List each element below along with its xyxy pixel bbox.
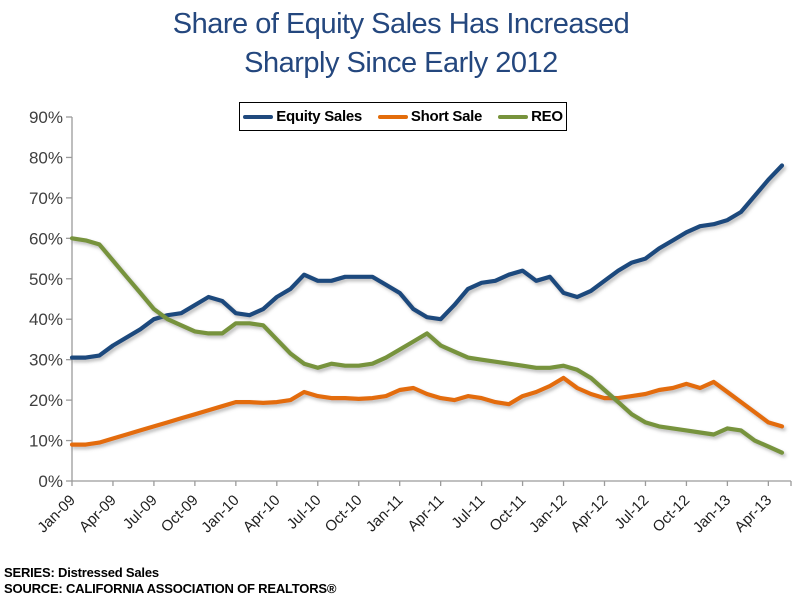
legend-line-swatch bbox=[377, 114, 408, 119]
y-tick-label: 10% bbox=[29, 432, 63, 451]
x-tick-label: Jul-09 bbox=[120, 492, 161, 533]
x-tick-label: Oct-10 bbox=[322, 492, 366, 536]
legend-line-swatch bbox=[498, 114, 529, 119]
y-tick-label: 0% bbox=[38, 472, 63, 491]
series-lines bbox=[69, 163, 785, 455]
source-line: SOURCE: CALIFORNIA ASSOCIATION OF REALTO… bbox=[4, 581, 337, 596]
x-tick-label: Jan-09 bbox=[34, 492, 78, 536]
equity-sales-line bbox=[69, 163, 785, 360]
source-note: SERIES: Distressed Sales SOURCE: CALIFOR… bbox=[4, 565, 336, 597]
y-tick-label: 60% bbox=[29, 229, 63, 248]
x-tick-label: Jul-10 bbox=[284, 492, 325, 533]
y-tick-label: 90% bbox=[29, 108, 63, 127]
reo-line bbox=[69, 236, 785, 455]
y-axis-labels: 0% 10% 20% 30% 40% 50% 60% 70% 80% 90% bbox=[29, 108, 63, 491]
x-tick-label: Apr-12 bbox=[567, 492, 611, 536]
x-tick-label: Jan-10 bbox=[198, 492, 242, 536]
legend-label: REO bbox=[531, 108, 563, 125]
axes bbox=[66, 116, 792, 486]
x-tick-label: Jul-11 bbox=[448, 492, 488, 532]
x-tick-label: Jul-12 bbox=[611, 492, 652, 533]
y-tick-label: 30% bbox=[29, 351, 63, 370]
y-tick-label: 50% bbox=[29, 270, 63, 289]
legend-line-swatch bbox=[243, 114, 274, 119]
y-tick-label: 70% bbox=[29, 189, 63, 208]
x-tick-label: Jan-13 bbox=[690, 492, 734, 536]
x-tick-label: Jan-11 bbox=[363, 492, 407, 536]
legend-item-short-sale: Short Sale bbox=[377, 108, 483, 125]
y-tick-label: 40% bbox=[29, 310, 63, 329]
y-tick-label: 20% bbox=[29, 391, 63, 410]
x-tick-label: Apr-09 bbox=[76, 492, 120, 536]
x-tick-label: Oct-09 bbox=[158, 492, 202, 536]
x-tick-label: Apr-13 bbox=[731, 492, 775, 536]
chart-title: Share of Equity Sales Has Increased Shar… bbox=[0, 5, 802, 83]
legend-item-reo: REO bbox=[498, 108, 563, 125]
short-sale-line bbox=[69, 375, 785, 447]
x-tick-label: Apr-10 bbox=[240, 492, 284, 536]
legend-label: Short Sale bbox=[410, 108, 483, 125]
y-tick-label: 80% bbox=[29, 148, 63, 167]
series-note: SERIES: Distressed Sales bbox=[4, 565, 159, 580]
chart-title-line-1: Share of Equity Sales Has Increased bbox=[172, 8, 630, 40]
x-tick-label: Apr-11 bbox=[404, 492, 447, 535]
legend: Equity Sales Short Sale REO bbox=[239, 102, 567, 131]
legend-label: Equity Sales bbox=[276, 108, 362, 125]
legend-item-equity-sales: Equity Sales bbox=[243, 108, 362, 125]
x-tick-label: Oct-12 bbox=[649, 492, 693, 536]
chart-title-line-2: Sharply Since Early 2012 bbox=[244, 47, 558, 79]
x-tick-label: Jan-12 bbox=[526, 492, 570, 536]
x-tick-label: Oct-11 bbox=[486, 492, 529, 535]
